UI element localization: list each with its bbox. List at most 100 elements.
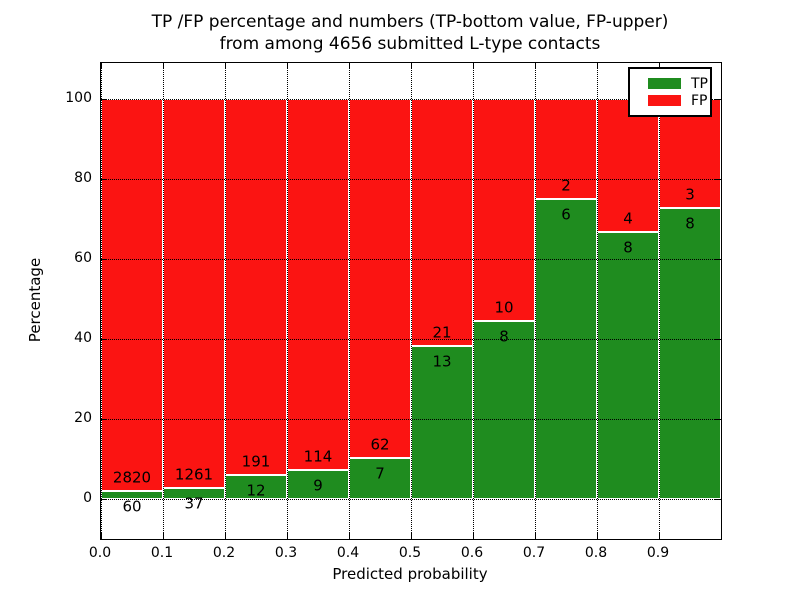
horizontal-gridline: [101, 499, 721, 500]
legend-entry-fp: FP: [648, 92, 708, 109]
fp-count-label: 10: [494, 298, 514, 317]
y-tick-label: 60: [74, 250, 92, 266]
x-tick-label: 0.9: [646, 545, 670, 561]
tp-bar-segment: [473, 321, 535, 499]
y-tick-mark-left: [101, 259, 107, 260]
fp-bar-segment: [163, 99, 225, 488]
fp-count-label: 114: [303, 447, 333, 466]
x-tick-mark-bottom: [287, 533, 288, 539]
y-tick-mark-right: [715, 179, 721, 180]
vertical-gridline: [535, 63, 536, 539]
tp-count-label: 8: [623, 238, 633, 257]
fp-bar-segment: [349, 99, 411, 459]
x-tick-mark-top: [163, 63, 164, 69]
fp-count-label: 3: [685, 185, 695, 204]
tp-count-label: 13: [432, 352, 452, 371]
fp-count-label: 21: [432, 323, 452, 342]
fp-count-label: 2: [561, 176, 571, 195]
fp-count-label: 4: [623, 209, 633, 228]
y-tick-label: 20: [74, 410, 92, 426]
y-tick-mark-left: [101, 419, 107, 420]
y-tick-mark-left: [101, 99, 107, 100]
y-tick-mark-left: [101, 179, 107, 180]
x-tick-mark-bottom: [473, 533, 474, 539]
x-tick-mark-bottom: [721, 533, 722, 539]
y-tick-label: 40: [74, 330, 92, 346]
fp-bar-segment: [411, 99, 473, 347]
y-tick-label: 0: [83, 490, 92, 506]
fp-bar-segment: [597, 99, 659, 233]
fp-count-label: 2820: [112, 468, 152, 487]
vertical-gridline: [721, 63, 722, 539]
tp-count-label: 8: [499, 327, 509, 346]
fp-legend-swatch: [648, 95, 681, 106]
x-tick-mark-bottom: [225, 533, 226, 539]
fp-bar-segment: [101, 99, 163, 491]
y-tick-mark-left: [101, 499, 107, 500]
y-tick-label: 100: [65, 90, 92, 106]
tp-bar-segment: [349, 458, 411, 499]
y-tick-mark-right: [715, 419, 721, 420]
tp-bar-segment: [535, 199, 597, 499]
tp-count-label: 9: [313, 476, 323, 495]
fp-legend-label: FP: [691, 92, 708, 109]
x-tick-label: 0.3: [274, 545, 298, 561]
tp-bar-segment: [287, 469, 349, 499]
vertical-gridline: [101, 63, 102, 539]
horizontal-gridline: [101, 259, 721, 260]
plot-area: TP FP 2820 60 1261 37 191 12 114 9 62 7 21 13 10 8 2 6 4…: [100, 62, 722, 540]
vertical-gridline: [473, 63, 474, 539]
y-tick-mark-right: [715, 339, 721, 340]
fp-count-label: 1261: [174, 465, 214, 484]
x-tick-mark-top: [535, 63, 536, 69]
x-tick-mark-bottom: [597, 533, 598, 539]
x-tick-mark-top: [349, 63, 350, 69]
y-tick-mark-right: [715, 499, 721, 500]
fp-count-label: 62: [370, 435, 390, 454]
vertical-gridline: [597, 63, 598, 539]
x-axis-label: Predicted probability: [332, 565, 488, 583]
x-tick-mark-bottom: [411, 533, 412, 539]
vertical-gridline: [349, 63, 350, 539]
legend: TP FP: [628, 67, 712, 117]
x-tick-label: 0.4: [336, 545, 360, 561]
y-tick-label: 80: [74, 170, 92, 186]
x-tick-mark-top: [287, 63, 288, 69]
vertical-gridline: [411, 63, 412, 539]
x-tick-mark-top: [225, 63, 226, 69]
tp-count-label: 37: [184, 494, 204, 513]
x-tick-mark-top: [411, 63, 412, 69]
x-tick-label: 0.6: [460, 545, 484, 561]
tp-count-label: 12: [246, 481, 266, 500]
tp-legend-label: TP: [691, 75, 708, 92]
y-tick-mark-right: [715, 259, 721, 260]
x-tick-mark-bottom: [349, 533, 350, 539]
x-tick-mark-top: [473, 63, 474, 69]
x-tick-label: 0.5: [398, 545, 422, 561]
x-tick-label: 0.2: [212, 545, 236, 561]
x-tick-mark-bottom: [101, 533, 102, 539]
tp-count-label: 7: [375, 464, 385, 483]
x-tick-mark-bottom: [163, 533, 164, 539]
fp-bar-segment: [473, 99, 535, 322]
x-tick-label: 0.7: [522, 545, 546, 561]
tp-count-label: 60: [122, 497, 142, 516]
x-tick-label: 0.0: [88, 545, 112, 561]
vertical-gridline: [287, 63, 288, 539]
horizontal-gridline: [101, 179, 721, 180]
vertical-gridline: [163, 63, 164, 539]
tp-bar-segment: [411, 346, 473, 499]
horizontal-gridline: [101, 99, 721, 100]
x-tick-label: 0.8: [584, 545, 608, 561]
tp-count-label: 6: [561, 205, 571, 224]
x-tick-mark-top: [597, 63, 598, 69]
horizontal-gridline: [101, 339, 721, 340]
fp-bar-segment: [225, 99, 287, 476]
fp-bar-segment: [535, 99, 597, 199]
fp-bar-segment: [287, 99, 349, 470]
fp-count-label: 191: [241, 452, 271, 471]
x-tick-mark-top: [721, 63, 722, 69]
chart-title-line1: TP /FP percentage and numbers (TP-bottom…: [151, 12, 669, 32]
x-tick-mark-top: [101, 63, 102, 69]
